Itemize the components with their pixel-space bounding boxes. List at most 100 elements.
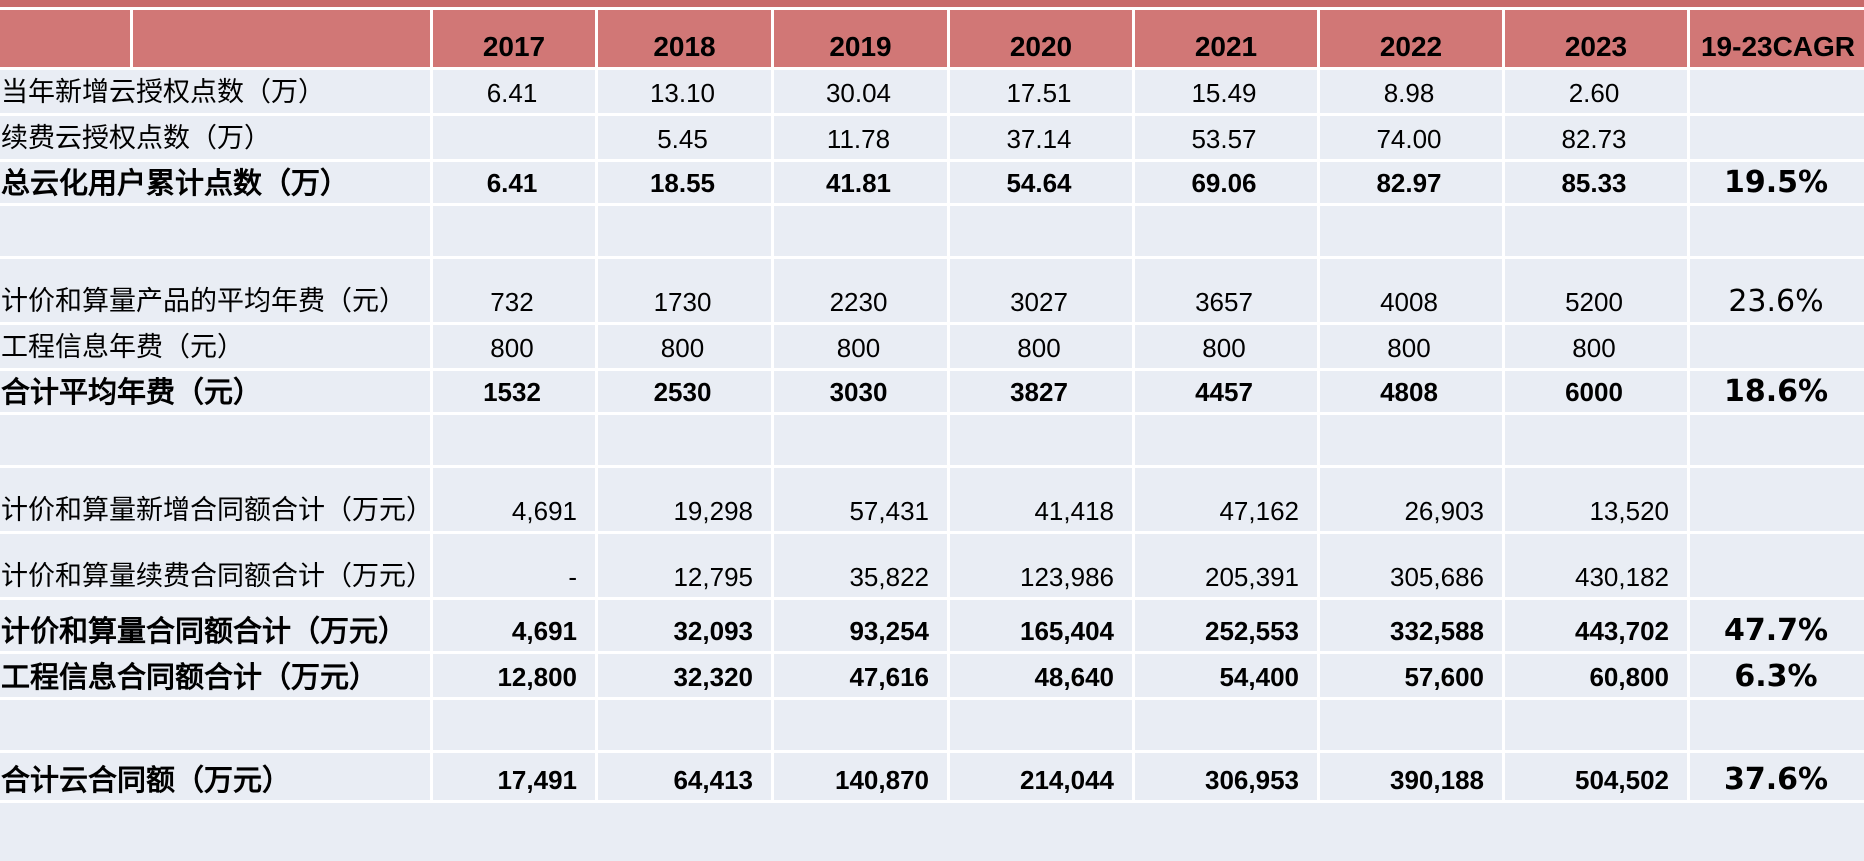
cell-value: 800 xyxy=(1502,322,1690,371)
row-label: 总云化用户累计点数（万） xyxy=(0,159,433,206)
cell-value: 3827 xyxy=(947,368,1135,415)
cell-value: 443,702 xyxy=(1502,597,1690,654)
cell-value: 35,822 xyxy=(771,531,950,600)
header-year: 2021 xyxy=(1132,7,1320,70)
cell-value: 26,903 xyxy=(1317,465,1505,534)
cell-value: 800 xyxy=(947,322,1135,371)
cell-value: 13,520 xyxy=(1502,465,1690,534)
cagr-value: 37.6% xyxy=(1687,750,1864,803)
cell-value: 18.55 xyxy=(595,159,774,206)
header-year: 2020 xyxy=(947,7,1135,70)
row-label: 计价和算量续费合同额合计（万元） xyxy=(0,531,433,600)
cell-value: 48,640 xyxy=(947,651,1135,700)
table-row: 续费云授权点数（万） 5.45 11.78 37.14 53.57 74.00 … xyxy=(0,113,1864,162)
row-label-text: 计价和算量产品的平均年费（元） xyxy=(1,286,406,317)
cell-value: 800 xyxy=(1132,322,1320,371)
row-label: 合计平均年费（元） xyxy=(0,368,433,415)
cell-value: 53.57 xyxy=(1132,113,1320,162)
header-year: 2023 xyxy=(1502,7,1690,70)
cell-value: 6.41 xyxy=(430,67,598,116)
cagr-value xyxy=(1687,531,1864,600)
cell-value: 85.33 xyxy=(1502,159,1690,206)
cell-value: 15.49 xyxy=(1132,67,1320,116)
cell-value: 390,188 xyxy=(1317,750,1505,803)
cell-value: 305,686 xyxy=(1317,531,1505,600)
cell-value: 3030 xyxy=(771,368,950,415)
row-label: 当年新增云授权点数（万） xyxy=(0,67,433,116)
cell-value: 3657 xyxy=(1132,256,1320,325)
cell-value: 82.73 xyxy=(1502,113,1690,162)
cell-value: 800 xyxy=(595,322,774,371)
cagr-value xyxy=(1687,67,1864,116)
table-row-grand-total: 合计云合同额（万元） 17,491 64,413 140,870 214,044… xyxy=(0,750,1864,803)
cell-value: 4,691 xyxy=(430,465,598,534)
spacer-row xyxy=(0,412,1864,468)
cell-value: 2230 xyxy=(771,256,950,325)
table-row: 当年新增云授权点数（万） 6.41 13.10 30.04 17.51 15.4… xyxy=(0,67,1864,116)
cell-value: 19,298 xyxy=(595,465,774,534)
header-row: 2017 2018 2019 2020 2021 2022 2023 19-23… xyxy=(0,7,1864,70)
header-year: 2017 xyxy=(430,7,598,70)
cagr-value: 18.6% xyxy=(1687,368,1864,415)
cell-value: 60,800 xyxy=(1502,651,1690,700)
header-top-strip xyxy=(0,0,1864,7)
cell-value: 5200 xyxy=(1502,256,1690,325)
cell-value: 800 xyxy=(1317,322,1505,371)
cell-value: 5.45 xyxy=(595,113,774,162)
cell-value: 12,800 xyxy=(430,651,598,700)
cell-value: 165,404 xyxy=(947,597,1135,654)
header-label-left xyxy=(0,7,133,70)
cagr-value: 47.7% xyxy=(1687,597,1864,654)
cell-value: 13.10 xyxy=(595,67,774,116)
table-row: 计价和算量产品的平均年费（元） 732 1730 2230 3027 3657 … xyxy=(0,256,1864,325)
row-label: 合计云合同额（万元） xyxy=(0,750,433,803)
table-row: 计价和算量续费合同额合计（万元） - 12,795 35,822 123,986… xyxy=(0,531,1864,600)
cell-value: 17.51 xyxy=(947,67,1135,116)
cell-value: 41,418 xyxy=(947,465,1135,534)
cell-value: 8.98 xyxy=(1317,67,1505,116)
table-row-total: 总云化用户累计点数（万） 6.41 18.55 41.81 54.64 69.0… xyxy=(0,159,1864,206)
cell-value: 57,431 xyxy=(771,465,950,534)
cell-value: 4,691 xyxy=(430,597,598,654)
cell-value: 2530 xyxy=(595,368,774,415)
table-row-total: 计价和算量合同额合计（万元） 4,691 32,093 93,254 165,4… xyxy=(0,597,1864,654)
cell-value: 93,254 xyxy=(771,597,950,654)
cell-value: 4008 xyxy=(1317,256,1505,325)
header-label-right xyxy=(130,7,433,70)
cell-value: 82.97 xyxy=(1317,159,1505,206)
cell-value: 54,400 xyxy=(1132,651,1320,700)
cagr-value xyxy=(1687,465,1864,534)
table-row: 计价和算量新增合同额合计（万元） 4,691 19,298 57,431 41,… xyxy=(0,465,1864,534)
row-label: 计价和算量产品的平均年费（元） xyxy=(0,256,433,325)
cell-value: 32,320 xyxy=(595,651,774,700)
cell-value: 4808 xyxy=(1317,368,1505,415)
cell-value: 1730 xyxy=(595,256,774,325)
cell-value: 123,986 xyxy=(947,531,1135,600)
cell-value: 332,588 xyxy=(1317,597,1505,654)
cell-value: 1532 xyxy=(430,368,598,415)
row-label: 工程信息年费（元） xyxy=(0,322,433,371)
cell-value: 54.64 xyxy=(947,159,1135,206)
cell-value: 37.14 xyxy=(947,113,1135,162)
cell-value: 306,953 xyxy=(1132,750,1320,803)
cell-value: 12,795 xyxy=(595,531,774,600)
cell-value: 252,553 xyxy=(1132,597,1320,654)
cell-value: 800 xyxy=(430,322,598,371)
table-row: 工程信息年费（元） 800 800 800 800 800 800 800 xyxy=(0,322,1864,371)
cell-value: 47,162 xyxy=(1132,465,1320,534)
cell-value: 140,870 xyxy=(771,750,950,803)
cell-value: 205,391 xyxy=(1132,531,1320,600)
cell-value xyxy=(430,113,598,162)
cell-value: 17,491 xyxy=(430,750,598,803)
cagr-value: 23.6% xyxy=(1687,256,1864,325)
row-label-text: 计价和算量新增合同额合计（万元） xyxy=(1,495,432,526)
row-label: 计价和算量新增合同额合计（万元） xyxy=(0,465,433,534)
row-label: 续费云授权点数（万） xyxy=(0,113,433,162)
cell-value: 30.04 xyxy=(771,67,950,116)
cell-value: 74.00 xyxy=(1317,113,1505,162)
cagr-value: 19.5% xyxy=(1687,159,1864,206)
cell-value: 800 xyxy=(771,322,950,371)
cell-value: 57,600 xyxy=(1317,651,1505,700)
spacer-row xyxy=(0,697,1864,753)
